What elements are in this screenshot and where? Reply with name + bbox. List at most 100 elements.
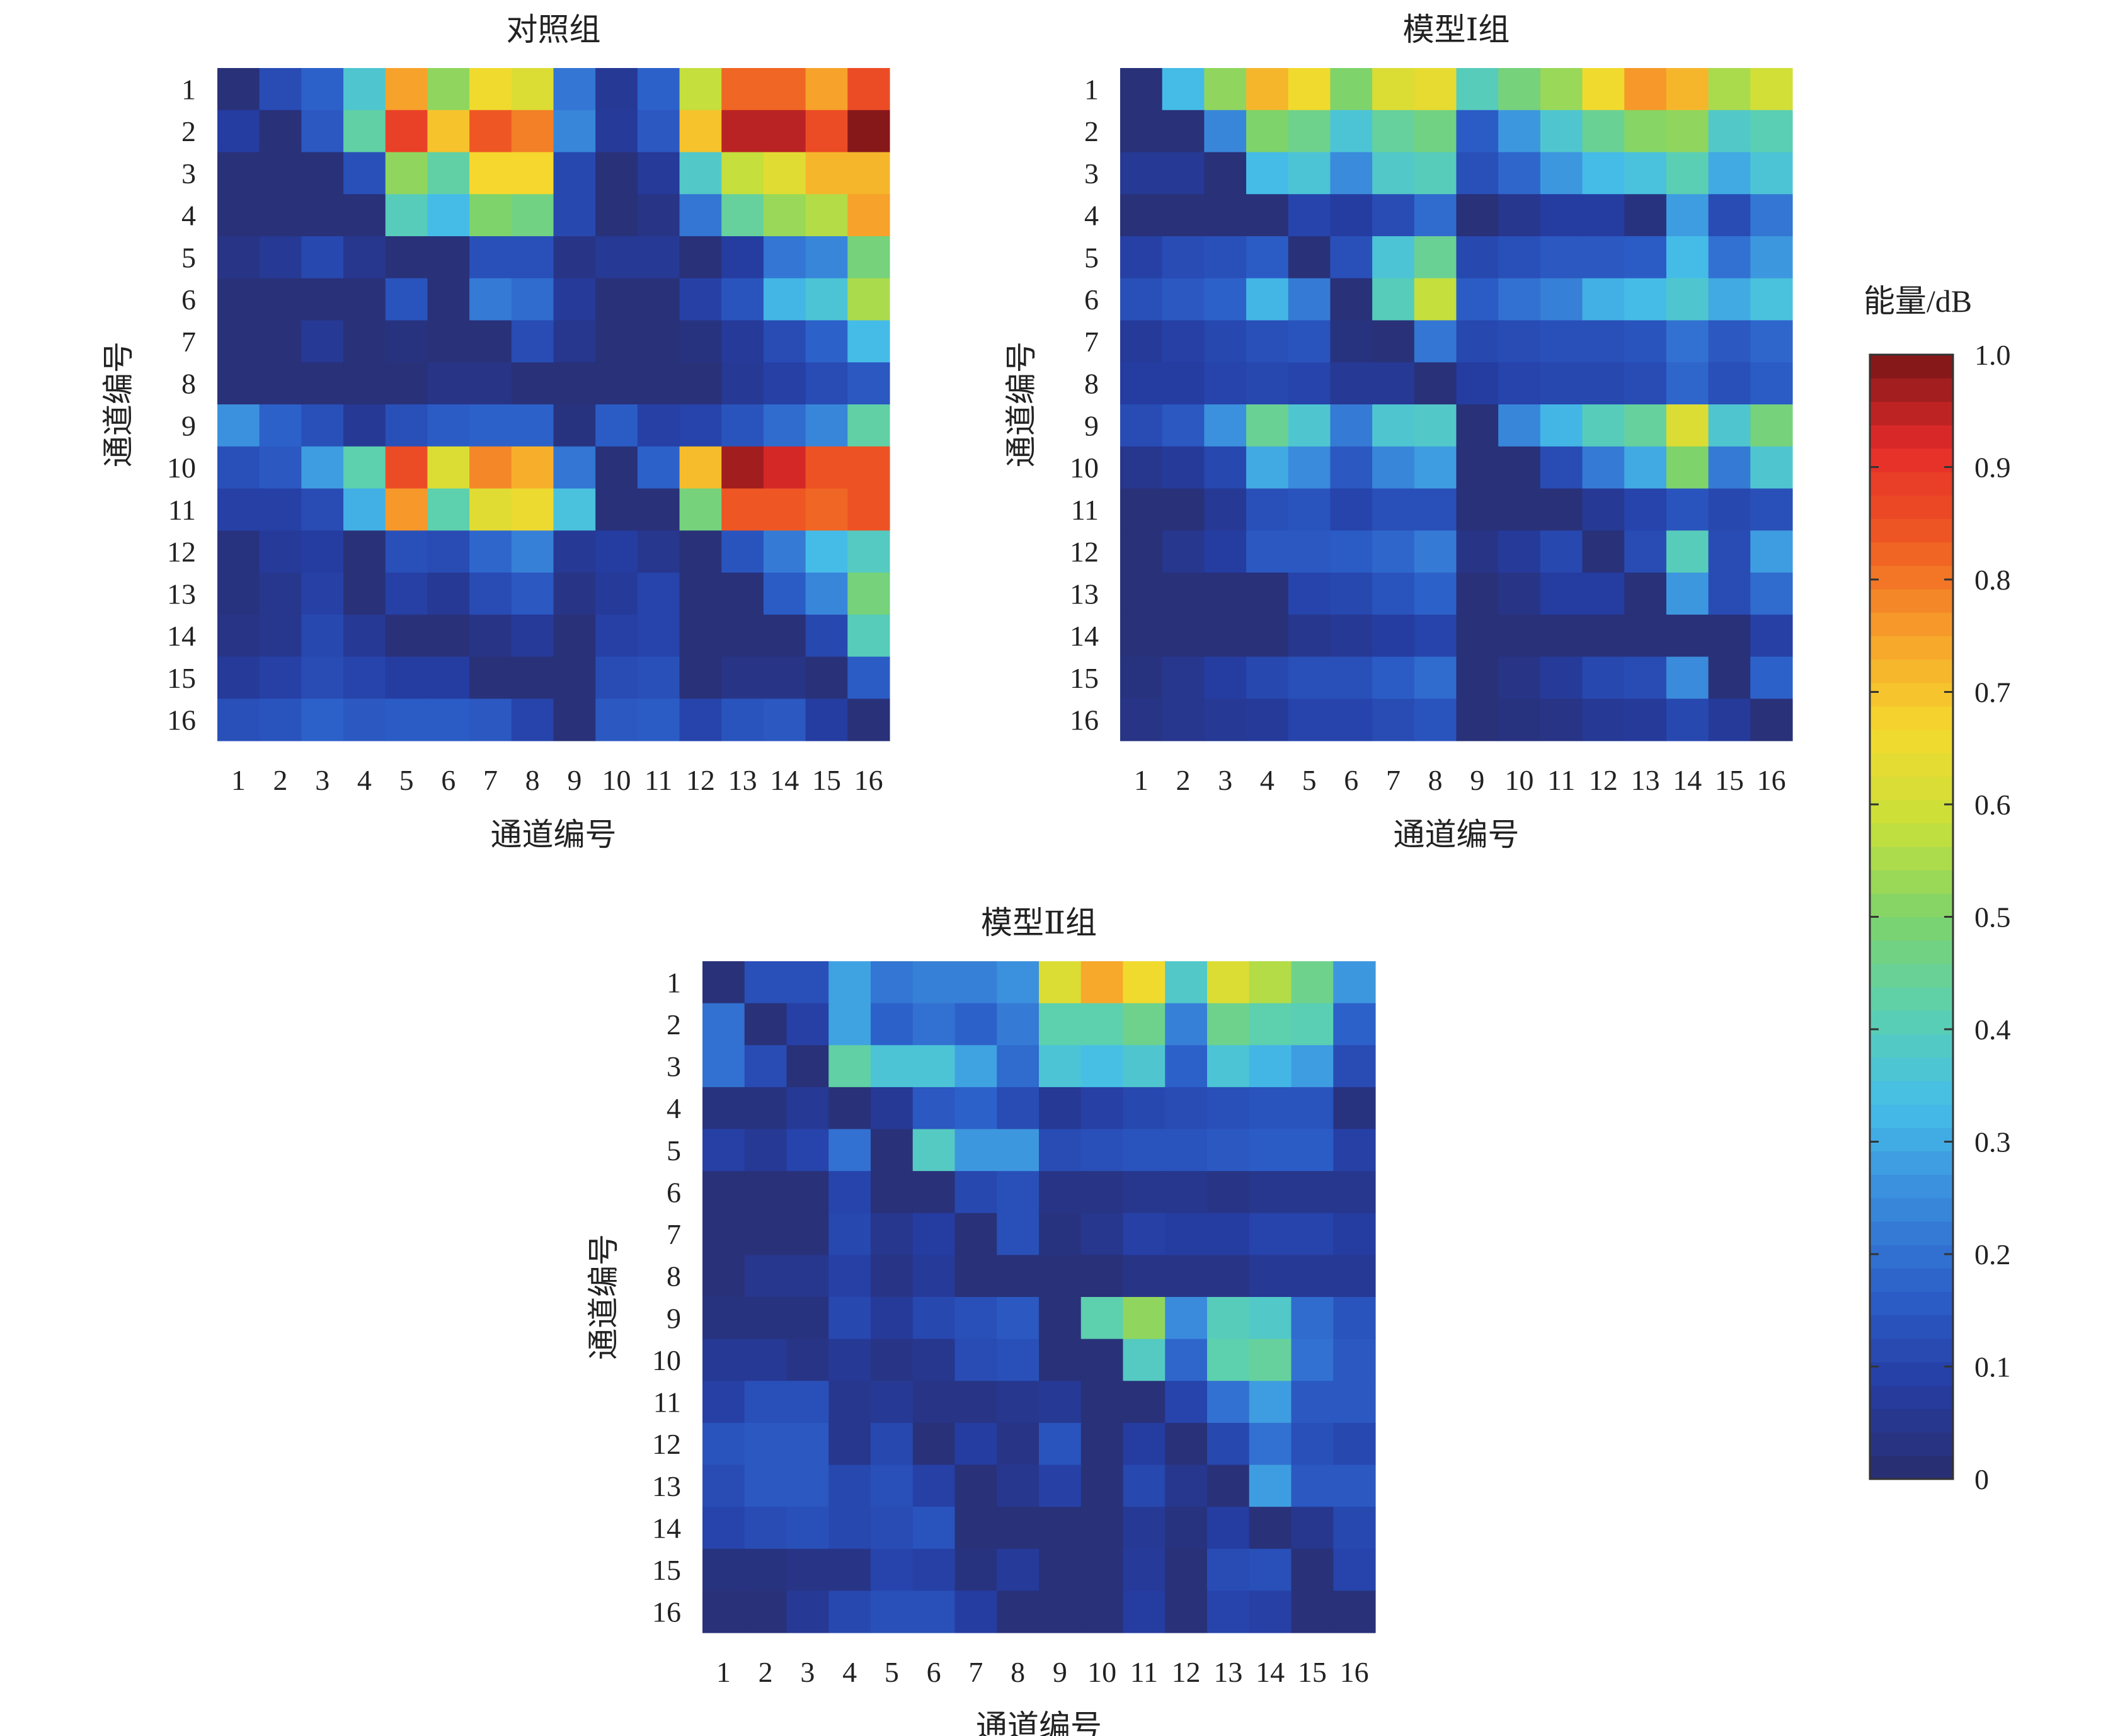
heatmap-cell (1333, 1422, 1376, 1466)
heatmap-cell (1333, 1045, 1376, 1088)
heatmap-cell (679, 68, 722, 111)
heatmap-cell (385, 488, 428, 531)
heatmap-cell (954, 1507, 997, 1550)
heatmap-cell (1080, 1087, 1124, 1130)
heatmap-cell (259, 362, 302, 405)
heatmap-cell (871, 1129, 914, 1172)
x-tick-label: 13 (1213, 1656, 1242, 1688)
heatmap-cell (595, 194, 638, 237)
heatmap-cell (1080, 1590, 1124, 1633)
heatmap-cell (511, 110, 554, 153)
heatmap-cell (1039, 1590, 1082, 1633)
heatmap-cell (1333, 1339, 1376, 1381)
heatmap-cell (469, 404, 512, 447)
heatmap-cell (805, 110, 848, 153)
x-tick-label: 15 (812, 764, 841, 796)
heatmap-cell (259, 194, 302, 237)
heatmap-cell (1666, 699, 1709, 741)
heatmap-cell (847, 404, 890, 447)
heatmap-cell (744, 1087, 788, 1130)
heatmap-cell (721, 573, 764, 615)
heatmap-cell (721, 152, 764, 195)
heatmap-cell (553, 152, 596, 195)
heatmap-cell (511, 446, 554, 489)
heatmap-cell (637, 236, 680, 279)
heatmap-cell (1080, 1381, 1124, 1424)
heatmap-cell (1708, 699, 1751, 741)
heatmap-cell (1414, 530, 1457, 573)
heatmap-cell (385, 110, 428, 153)
y-tick-label: 7 (667, 1218, 681, 1250)
colorbar-segment (1870, 1080, 1953, 1105)
heatmap-cell (1540, 573, 1583, 615)
heatmap-cell (828, 961, 871, 1004)
heatmap-cell (1246, 488, 1289, 531)
heatmap-cell (1288, 530, 1331, 573)
heatmap-cell (744, 1255, 788, 1298)
heatmap-cell (511, 362, 554, 405)
colorbar-segment (1870, 823, 1953, 847)
heatmap-cell (1246, 699, 1289, 741)
heatmap-cell (553, 236, 596, 279)
heatmap-cell (1120, 362, 1163, 405)
heatmap-cell (1330, 446, 1373, 489)
heatmap-cell (1498, 362, 1541, 405)
heatmap-cell (1123, 1339, 1166, 1381)
heatmap-cell (1165, 1548, 1208, 1591)
colorbar-label: 能量/dB (1864, 283, 1972, 319)
colorbar-segment (1870, 776, 1953, 801)
y-tick-label: 2 (667, 1008, 681, 1041)
heatmap-cell (1330, 320, 1373, 363)
heatmap-cell (1414, 573, 1457, 615)
heatmap-cell (1249, 961, 1292, 1004)
colorbar-segment (1870, 1268, 1953, 1293)
x-tick-label: 10 (602, 764, 631, 796)
heatmap-cell (343, 362, 386, 405)
heatmap-cell (1162, 573, 1205, 615)
heatmap-cell (1666, 614, 1709, 658)
heatmap-cell (1204, 194, 1247, 237)
heatmap-cell (1750, 320, 1793, 363)
heatmap-cell (1330, 152, 1373, 195)
panel-title: 模型Ⅰ组 (1403, 12, 1510, 47)
heatmap-cell (1246, 530, 1289, 573)
heatmap-cell (1624, 236, 1667, 279)
heatmap-cell (702, 1045, 745, 1088)
heatmap-cell (744, 1548, 788, 1591)
heatmap-cell (1330, 699, 1373, 741)
heatmap-cell (343, 236, 386, 279)
colorbar-segment (1870, 987, 1953, 1011)
y-axis-label: 通道编号 (586, 1234, 621, 1360)
heatmap-cell (1750, 68, 1793, 111)
heatmap-cell (871, 1003, 914, 1046)
y-tick-label: 1 (1084, 73, 1099, 105)
colorbar-segment (1870, 1034, 1953, 1058)
x-tick-label: 10 (1087, 1656, 1116, 1688)
heatmap-cell (511, 404, 554, 447)
heatmap-cell (1288, 68, 1331, 111)
heatmap-cell (828, 1171, 871, 1214)
heatmap-cell (1330, 614, 1373, 658)
heatmap-cell (954, 1465, 997, 1507)
heatmap-cell (679, 278, 722, 321)
heatmap-cell (871, 1381, 914, 1424)
heatmap-cell (1204, 236, 1247, 279)
x-tick-label: 7 (1386, 764, 1401, 796)
heatmap-cell (217, 320, 260, 363)
heatmap-cell (1540, 656, 1583, 699)
heatmap-cell (1414, 362, 1457, 405)
heatmap-cell (1123, 1045, 1166, 1088)
heatmap-cell (1582, 68, 1625, 111)
heatmap-cell (1123, 1590, 1166, 1633)
heatmap-cell (469, 362, 512, 405)
heatmap-cell (1456, 194, 1499, 237)
heatmap-cell (1291, 1129, 1334, 1172)
heatmap-cell (805, 656, 848, 699)
y-axis-label: 通道编号 (1004, 341, 1039, 467)
colorbar-segment (1870, 1408, 1953, 1433)
heatmap-cell (1162, 699, 1205, 741)
heatmap-cell (1330, 362, 1373, 405)
heatmap-cell (912, 1422, 956, 1466)
heatmap-cell (1123, 1213, 1166, 1255)
y-tick-label: 4 (1084, 200, 1099, 232)
